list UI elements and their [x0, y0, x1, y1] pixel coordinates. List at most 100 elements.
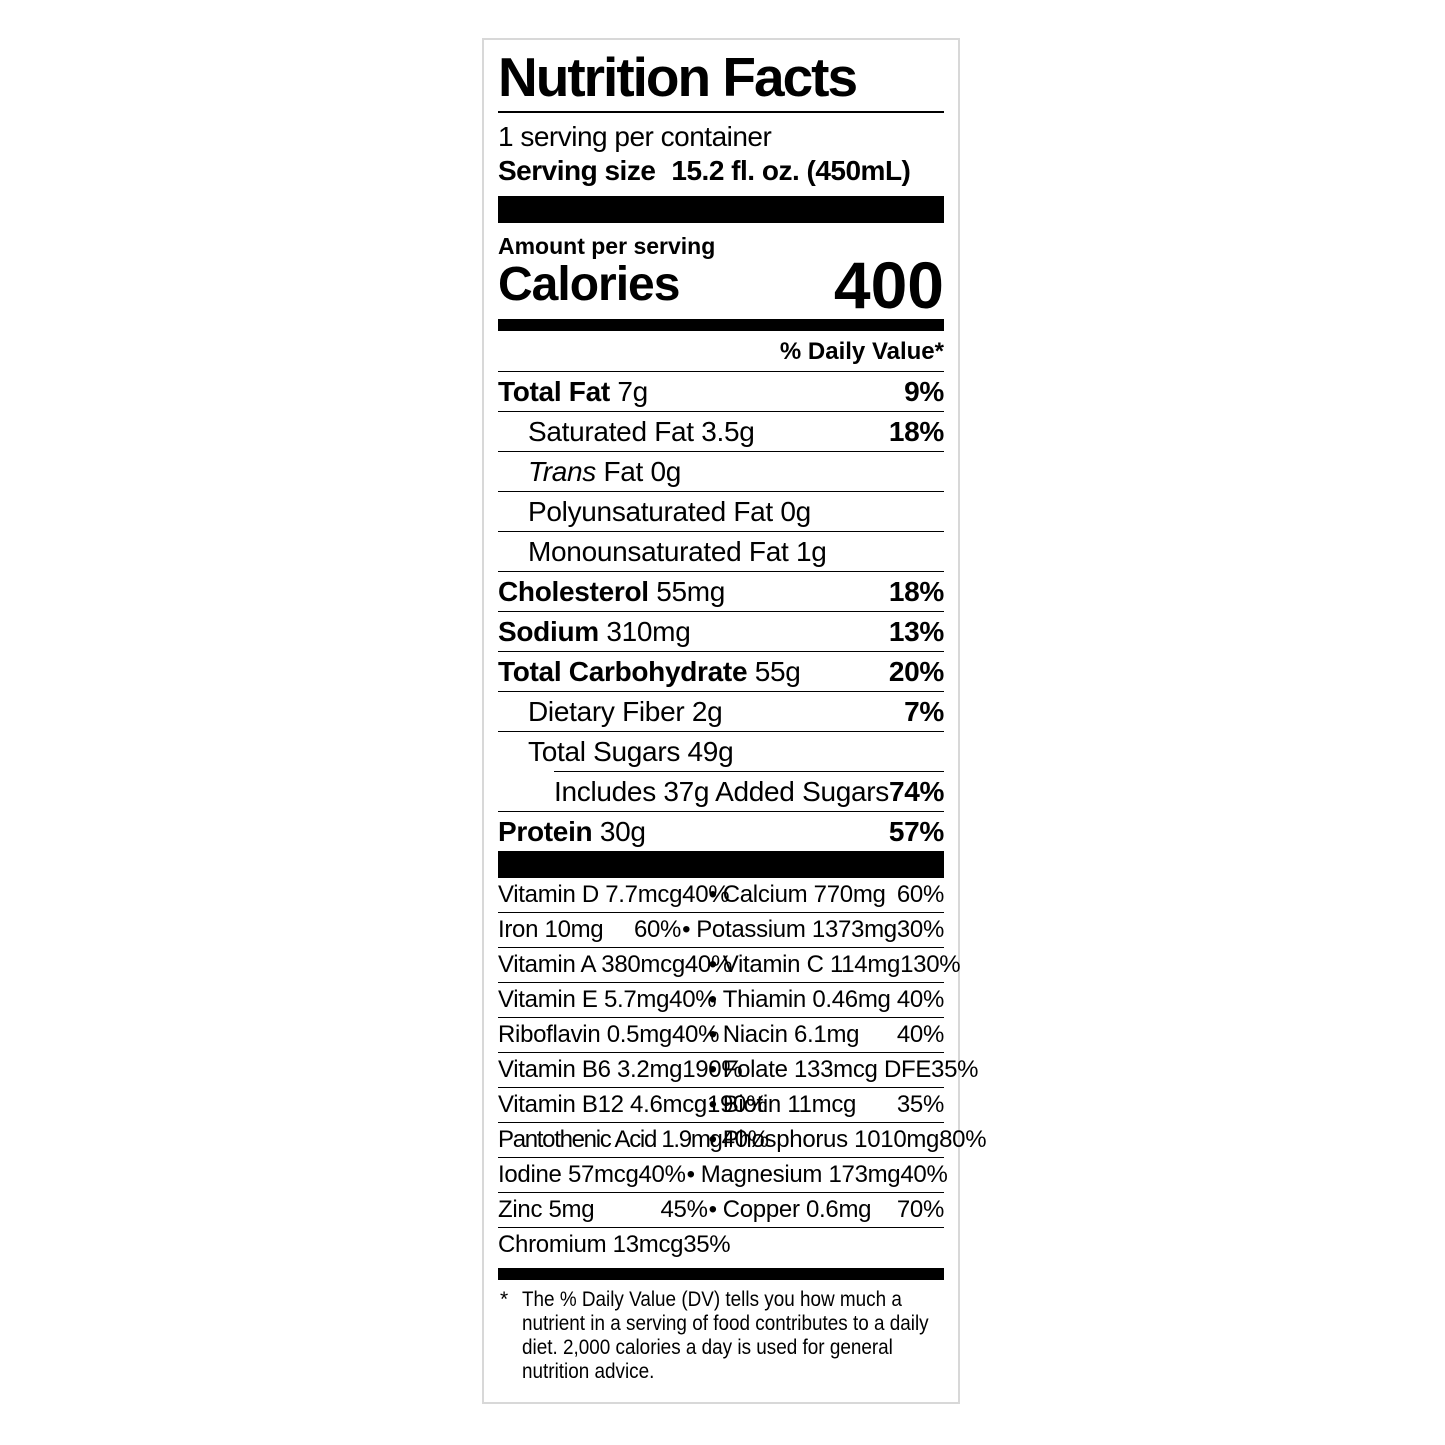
micronutrient-daily-value: 60% — [633, 916, 682, 943]
micronutrient-name: Biotin 11mcg — [722, 1091, 857, 1118]
micronutrient-daily-value: 130% — [900, 951, 961, 978]
bullet-separator: • — [708, 1091, 717, 1118]
bullet-separator: • — [708, 951, 717, 978]
nutrient-name: Trans Fat 0g — [528, 456, 682, 487]
micronutrient-row: Vitamin B6 3.2mg 190% • Folate 133mcg DFE 35… — [498, 1052, 978, 1087]
nutrient-name: Monounsaturated Fat 1g — [528, 536, 827, 567]
bullet-separator: • — [708, 986, 717, 1013]
serving-size-label: Serving size — [498, 155, 656, 186]
micronutrient-name: Magnesium 173mg — [700, 1161, 901, 1188]
micronutrient-cell: Phosphorus 1010mg 80% — [723, 1127, 987, 1153]
nutrient-daily-value: 57% — [888, 816, 944, 847]
calories-value: 400 — [833, 248, 944, 322]
footnote-text-wrap: The % Daily Value (DV) tells you how muc… — [522, 1288, 944, 1384]
micronutrient-daily-value: 40% — [896, 986, 944, 1013]
footnote-text: The % Daily Value (DV) tells you how muc… — [522, 1288, 929, 1383]
micronutrient-name: Vitamin A 380mcg — [498, 951, 685, 978]
micronutrient-row: Vitamin E 5.7mg 40% • Thiamin 0.46mg 40% — [498, 982, 944, 1017]
micronutrient-cell: Potassium 1373mg 30% — [696, 917, 944, 943]
nutrient-name: Cholesterol 55mg — [498, 576, 726, 607]
bullet-separator: • — [708, 1021, 717, 1048]
micronutrient-row: Pantothenic Acid 1.9mg 40% • Phosphorus 101… — [498, 1122, 987, 1157]
micronutrient-name: Vitamin E 5.7mg — [498, 986, 670, 1013]
micronutrient-daily-value: 190% — [682, 1056, 743, 1083]
footnote: * The % Daily Value (DV) tells you how m… — [498, 1288, 944, 1384]
amount-per-serving-label: Amount per serving — [498, 233, 716, 259]
micronutrient-name: Potassium 1373mg — [696, 916, 897, 943]
micronutrient-daily-value: 40% — [684, 951, 733, 978]
bullet-separator: • — [708, 881, 717, 908]
nutrient-name: Total Fat 7g — [498, 376, 648, 407]
micronutrient-daily-value: 45% — [660, 1196, 708, 1223]
micronutrient-cell: Iodine 57mcg 40% — [498, 1162, 686, 1188]
micronutrient-name: Zinc 5mg — [498, 1196, 595, 1223]
micronutrient-row: Vitamin B12 4.6mcg 190% • Biotin 11mcg 35% — [498, 1087, 944, 1122]
nutrient-daily-value: 20% — [888, 656, 944, 687]
micronutrient-cell: Iron 10mg 60% — [498, 917, 681, 943]
micronutrient-cell: Folate 133mcg DFE 35% — [722, 1056, 979, 1083]
micronutrient-name: Copper 0.6mg — [722, 1196, 872, 1223]
micronutrient-cell: Vitamin E 5.7mg 40% — [498, 986, 717, 1013]
bullet-separator: • — [708, 1056, 717, 1083]
micronutrient-cell: Niacin 6.1mg 40% — [722, 1021, 945, 1048]
micronutrient-row: Vitamin D 7.7mcg 40% • Calcium 770mg 60% — [498, 878, 944, 912]
micronutrient-name: Vitamin C 114mg — [722, 951, 901, 978]
micronutrient-daily-value: 40% — [669, 986, 717, 1013]
micronutrient-cell: Chromium 13mcg 35% — [498, 1232, 731, 1258]
nutrient-name: Total Sugars 49g — [528, 736, 734, 767]
micronutrient-row: Chromium 13mcg 35% — [498, 1227, 944, 1262]
micronutrient-row: Riboflavin 0.5mg 40% • Niacin 6.1mg 40% — [498, 1017, 944, 1052]
micronutrient-name: Niacin 6.1mg — [722, 1021, 860, 1048]
calories-label: Calories — [498, 258, 680, 311]
nutrient-row: Trans Fat 0g — [498, 451, 944, 491]
micronutrient-daily-value: 40% — [896, 1021, 944, 1048]
nutrient-name: Includes 37g Added Sugars — [554, 776, 889, 807]
nutrient-daily-value: 18% — [888, 576, 944, 607]
micronutrient-cell: Vitamin C 114mg 130% — [723, 952, 961, 978]
micronutrient-cell: Calcium 770mg 60% — [722, 881, 945, 908]
nutrient-row: Total Carbohydrate 55g 20% — [498, 651, 944, 691]
micronutrient-name: Iodine 57mcg — [498, 1161, 639, 1188]
micronutrient-cell: Pantothenic Acid 1.9mg 40% — [498, 1127, 769, 1153]
serving-size-row: Serving size 15.2 fl. oz. (450mL) — [498, 153, 944, 188]
micronutrient-name: Folate 133mcg DFE — [722, 1056, 932, 1083]
micronutrient-cell: Riboflavin 0.5mg 40% — [498, 1022, 719, 1048]
micronutrient-row: Iron 10mg 60% • Potassium 1373mg 30% — [498, 912, 944, 947]
micronutrient-cell: Vitamin A 380mcg 40% — [498, 951, 732, 978]
micronutrient-name: Iron 10mg — [498, 916, 604, 943]
micronutrient-name: Vitamin B6 3.2mg — [498, 1056, 683, 1083]
nutrient-rows-section: Total Fat 7g 9% Saturated Fat 3.5g 18% Trans… — [498, 371, 944, 851]
micronutrient-cell: Copper 0.6mg 70% — [722, 1196, 945, 1223]
micronutrient-name: Phosphorus 1010mg — [722, 1126, 940, 1153]
micronutrient-daily-value: 35% — [683, 1231, 731, 1258]
micronutrient-cell: Biotin 11mcg 35% — [722, 1091, 945, 1118]
micronutrient-cell: Vitamin B6 3.2mg 190% — [498, 1056, 743, 1083]
micronutrient-cell: Vitamin D 7.7mcg 40% — [498, 881, 730, 908]
nutrient-row: Saturated Fat 3.5g 18% — [498, 411, 944, 451]
label-title: Nutrition Facts — [498, 48, 944, 113]
micronutrient-daily-value: 40% — [721, 1126, 769, 1153]
micronutrient-cell: Thiamin 0.46mg 40% — [723, 986, 945, 1013]
micronutrient-name: Vitamin B12 4.6mcg — [498, 1091, 707, 1118]
micronutrient-name: Pantothenic Acid 1.9mg — [498, 1126, 723, 1153]
micronutrient-cell: Zinc 5mg 45% — [498, 1197, 708, 1223]
micronutrient-rows-section: Vitamin D 7.7mcg 40% • Calcium 770mg 60% Iron… — [498, 878, 987, 1262]
micronutrient-daily-value: 40% — [638, 1161, 686, 1188]
nutrient-name: Polyunsaturated Fat 0g — [528, 496, 811, 527]
bullet-separator: • — [708, 1196, 717, 1223]
bullet-separator: • — [682, 916, 691, 943]
micronutrient-name: Calcium 770mg — [722, 881, 886, 908]
micronutrient-row: Iodine 57mcg 40% • Magnesium 173mg 40% — [498, 1157, 948, 1192]
bullet-separator: • — [708, 1126, 717, 1153]
micronutrient-name: Vitamin D 7.7mcg — [498, 881, 683, 908]
nutrient-daily-value: 9% — [904, 376, 944, 407]
nutrient-name: Total Carbohydrate 55g — [498, 656, 801, 687]
micronutrient-daily-value: 30% — [896, 916, 944, 943]
nutrient-row: Cholesterol 55mg 18% — [498, 571, 944, 611]
micronutrient-daily-value: 40% — [900, 1161, 948, 1188]
nutrient-daily-value: 74% — [888, 776, 945, 807]
nutrient-row: Monounsaturated Fat 1g — [498, 531, 944, 571]
micronutrient-daily-value: 35% — [896, 1091, 944, 1118]
micronutrient-daily-value: 35% — [931, 1056, 979, 1083]
